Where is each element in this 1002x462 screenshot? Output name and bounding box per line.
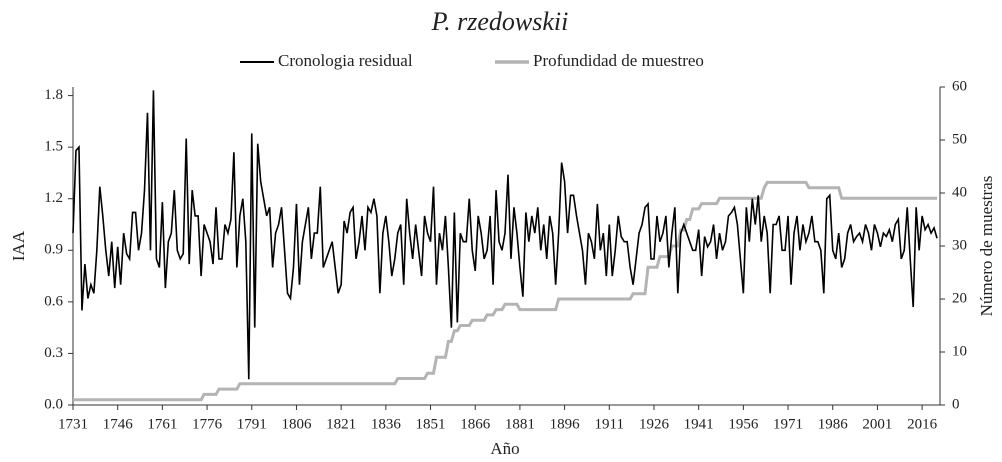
- y-axis-label: IAA: [9, 230, 28, 261]
- y2-tick-label: 20: [952, 290, 967, 306]
- x-tick-label: 1836: [371, 416, 402, 432]
- y2-tick-label: 0: [952, 396, 960, 412]
- x-tick-label: 1821: [326, 416, 356, 432]
- x-tick-label: 2001: [862, 416, 892, 432]
- y2-axis-label: Número de muestras: [977, 176, 996, 317]
- y2-tick-label: 40: [952, 184, 967, 200]
- y2-tick-label: 60: [952, 78, 967, 94]
- y2-tick-label: 30: [952, 237, 967, 253]
- x-tick-label: 1911: [595, 416, 624, 432]
- x-tick-label: 1866: [460, 416, 491, 432]
- x-tick-label: 1986: [818, 416, 849, 432]
- x-tick-label: 1971: [773, 416, 803, 432]
- y-tick-label: 0.9: [44, 242, 63, 258]
- x-axis-label: Año: [490, 439, 519, 458]
- y-tick-label: 1.5: [44, 139, 63, 155]
- x-tick-label: 1926: [639, 416, 670, 432]
- x-tick-label: 1896: [550, 416, 581, 432]
- legend-label: Profundidad de muestreo: [533, 51, 704, 70]
- y2-tick-label: 50: [952, 131, 967, 147]
- y2-tick-label: 10: [952, 343, 967, 359]
- y-tick-label: 0.0: [44, 396, 63, 412]
- y-tick-label: 0.6: [44, 293, 63, 309]
- chart-title: P. rzedowskii: [431, 7, 569, 36]
- x-tick-label: 1746: [103, 416, 134, 432]
- y-tick-label: 1.2: [44, 190, 63, 206]
- x-tick-label: 1881: [505, 416, 535, 432]
- legend-label: Cronologia residual: [278, 51, 413, 70]
- x-tick-label: 1761: [147, 416, 177, 432]
- y-tick-label: 0.3: [44, 345, 63, 361]
- x-tick-label: 1791: [237, 416, 267, 432]
- x-tick-label: 2016: [907, 416, 938, 432]
- series-line: [72, 90, 938, 380]
- x-tick-label: 1806: [281, 416, 312, 432]
- x-tick-label: 1776: [192, 416, 223, 432]
- x-tick-label: 1731: [58, 416, 88, 432]
- y-tick-label: 1.8: [44, 87, 63, 103]
- x-tick-label: 1941: [684, 416, 714, 432]
- x-tick-label: 1956: [728, 416, 759, 432]
- series-line: [73, 180, 938, 402]
- x-tick-label: 1851: [416, 416, 446, 432]
